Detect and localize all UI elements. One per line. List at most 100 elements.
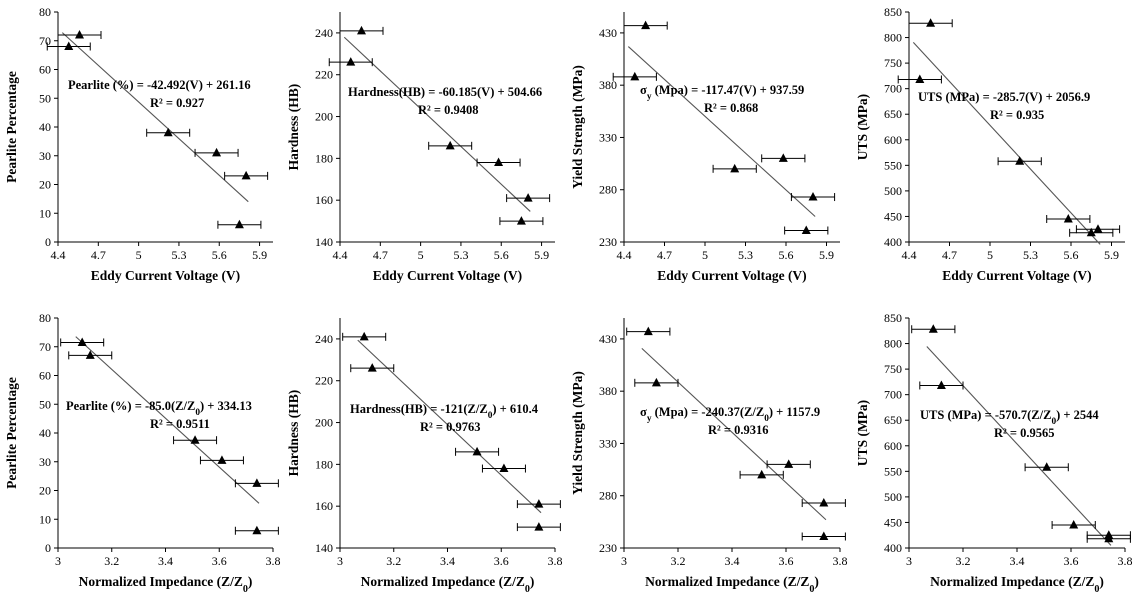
- fit-equation: Hardness(HB) = -60.185(V) + 504.66: [348, 85, 542, 99]
- data-point: [359, 331, 369, 341]
- data-point: [936, 380, 946, 389]
- x-axis-title: Eddy Current Voltage (V): [657, 268, 806, 283]
- x-tick-label: 5: [702, 248, 708, 262]
- y-tick-label: 80: [39, 5, 51, 19]
- y-tick-label: 200: [315, 110, 333, 124]
- x-tick-label: 5: [418, 248, 424, 262]
- data-point: [928, 324, 938, 333]
- y-tick-label: 50: [39, 397, 51, 411]
- x-tick-label: 3.2: [671, 554, 686, 568]
- y-tick-label: 180: [315, 151, 333, 165]
- y-tick-label: 10: [39, 206, 51, 220]
- y-tick-label: 20: [39, 178, 51, 192]
- data-point: [1086, 227, 1096, 237]
- data-point: [808, 192, 818, 201]
- x-tick-label: 5.6: [1064, 248, 1079, 262]
- x-tick-label: 3: [621, 554, 627, 568]
- y-tick-label: 220: [315, 68, 333, 82]
- data-point: [778, 153, 788, 162]
- data-point: [730, 163, 740, 173]
- x-axis-title: Eddy Current Voltage (V): [91, 268, 240, 283]
- y-tick-label: 750: [884, 56, 902, 70]
- x-tick-label: 3.8: [266, 554, 281, 568]
- data-point: [819, 498, 829, 507]
- x-tick-label: 5.3: [453, 248, 468, 262]
- r-squared: R² = 0.9763: [420, 420, 481, 434]
- y-tick-label: 550: [884, 158, 902, 172]
- y-tick-label: 140: [315, 541, 333, 555]
- y-tick-label: 160: [315, 499, 333, 513]
- y-tick-label: 450: [884, 515, 902, 529]
- x-tick-label: 3.8: [548, 554, 563, 568]
- y-tick-label: 650: [884, 413, 902, 427]
- y-tick-label: 220: [315, 374, 333, 388]
- data-point: [212, 147, 222, 157]
- y-tick-label: 20: [39, 484, 51, 498]
- y-tick-label: 40: [39, 120, 51, 134]
- x-axis-title: Normalized Impedance (Z/Z0): [930, 574, 1104, 595]
- x-tick-label: 3.4: [725, 554, 740, 568]
- y-tick-label: 0: [45, 541, 51, 555]
- trendline: [75, 336, 260, 504]
- chart-panel-4: 400 450 500 550 600 650 700 750 800 850 4.4 4.7 5 5.3…: [855, 5, 1125, 283]
- trendline: [357, 339, 542, 514]
- chart-panel-2: 140 160 180 200 220 240 4.4 4.7 5 5.3 5.6 5.9 Eddy C…: [286, 12, 555, 283]
- data-point: [346, 57, 356, 66]
- data-point: [1063, 214, 1073, 223]
- x-tick-label: 3.2: [386, 554, 401, 568]
- y-tick-label: 180: [315, 457, 333, 471]
- data-point: [516, 216, 526, 225]
- x-tick-label: 3.4: [158, 554, 173, 568]
- y-axis-title: UTS (MPa): [855, 94, 870, 160]
- data-point: [241, 170, 251, 180]
- x-tick-label: 4.4: [51, 248, 66, 262]
- chart-panel-7: 230 280 330 380 430 3 3.2 3.4 3.6 3.8 Normalized I…: [570, 318, 848, 595]
- y-tick-label: 60: [39, 63, 51, 77]
- data-point: [75, 30, 84, 39]
- y-tick-label: 30: [39, 455, 51, 469]
- x-tick-label: 3.8: [1118, 554, 1133, 568]
- y-tick-label: 700: [884, 82, 902, 96]
- y-tick-label: 10: [39, 512, 51, 526]
- x-axis-title: Normalized Impedance (Z/Z0): [361, 574, 535, 595]
- y-tick-label: 600: [884, 133, 902, 147]
- y-tick-label: 700: [884, 388, 902, 402]
- y-axis-title: Yield Strength (MPa): [570, 371, 585, 495]
- y-tick-label: 800: [884, 337, 902, 351]
- x-tick-label: 5.9: [1104, 248, 1119, 262]
- x-tick-label: 3.2: [104, 554, 119, 568]
- y-tick-label: 500: [884, 490, 902, 504]
- x-tick-label: 3.6: [212, 554, 227, 568]
- data-point: [64, 41, 74, 50]
- r-squared: R² = 0.9408: [418, 103, 479, 117]
- chart-panel-1: 0 10 20 30 40 50 60 70 80 4.4 4.7 5 5.3 5.6 5.9 Eddy Cu…: [4, 5, 273, 283]
- y-tick-label: 330: [599, 436, 617, 450]
- x-tick-label: 5.6: [494, 248, 509, 262]
- x-tick-label: 3.6: [779, 554, 794, 568]
- data-point: [801, 225, 811, 234]
- data-point: [472, 446, 482, 456]
- x-tick-label: 4.7: [942, 248, 957, 262]
- y-tick-label: 550: [884, 464, 902, 478]
- x-tick-label: 4.4: [333, 248, 348, 262]
- x-tick-label: 5.3: [738, 248, 753, 262]
- x-tick-label: 5: [136, 248, 142, 262]
- trendline: [343, 36, 531, 212]
- x-tick-label: 3.4: [1010, 554, 1025, 568]
- fit-equation: Pearlite (%) = -85.0(Z/Z0) + 334.13: [66, 399, 252, 418]
- y-tick-label: 160: [315, 193, 333, 207]
- y-tick-label: 380: [599, 78, 617, 92]
- y-tick-label: 280: [599, 489, 617, 503]
- data-point: [1104, 533, 1114, 543]
- y-tick-label: 60: [39, 369, 51, 383]
- x-tick-label: 3.8: [833, 554, 848, 568]
- x-tick-label: 5.9: [819, 248, 834, 262]
- y-tick-label: 400: [884, 235, 902, 249]
- r-squared: R² = 0.9316: [708, 423, 769, 437]
- y-tick-label: 500: [884, 184, 902, 198]
- x-tick-label: 4.7: [373, 248, 388, 262]
- data-point: [163, 127, 173, 137]
- fit-equation: σy (Mpa) = -117.47(V) + 937.59: [640, 83, 804, 102]
- trendline: [627, 46, 816, 217]
- y-tick-label: 380: [599, 384, 617, 398]
